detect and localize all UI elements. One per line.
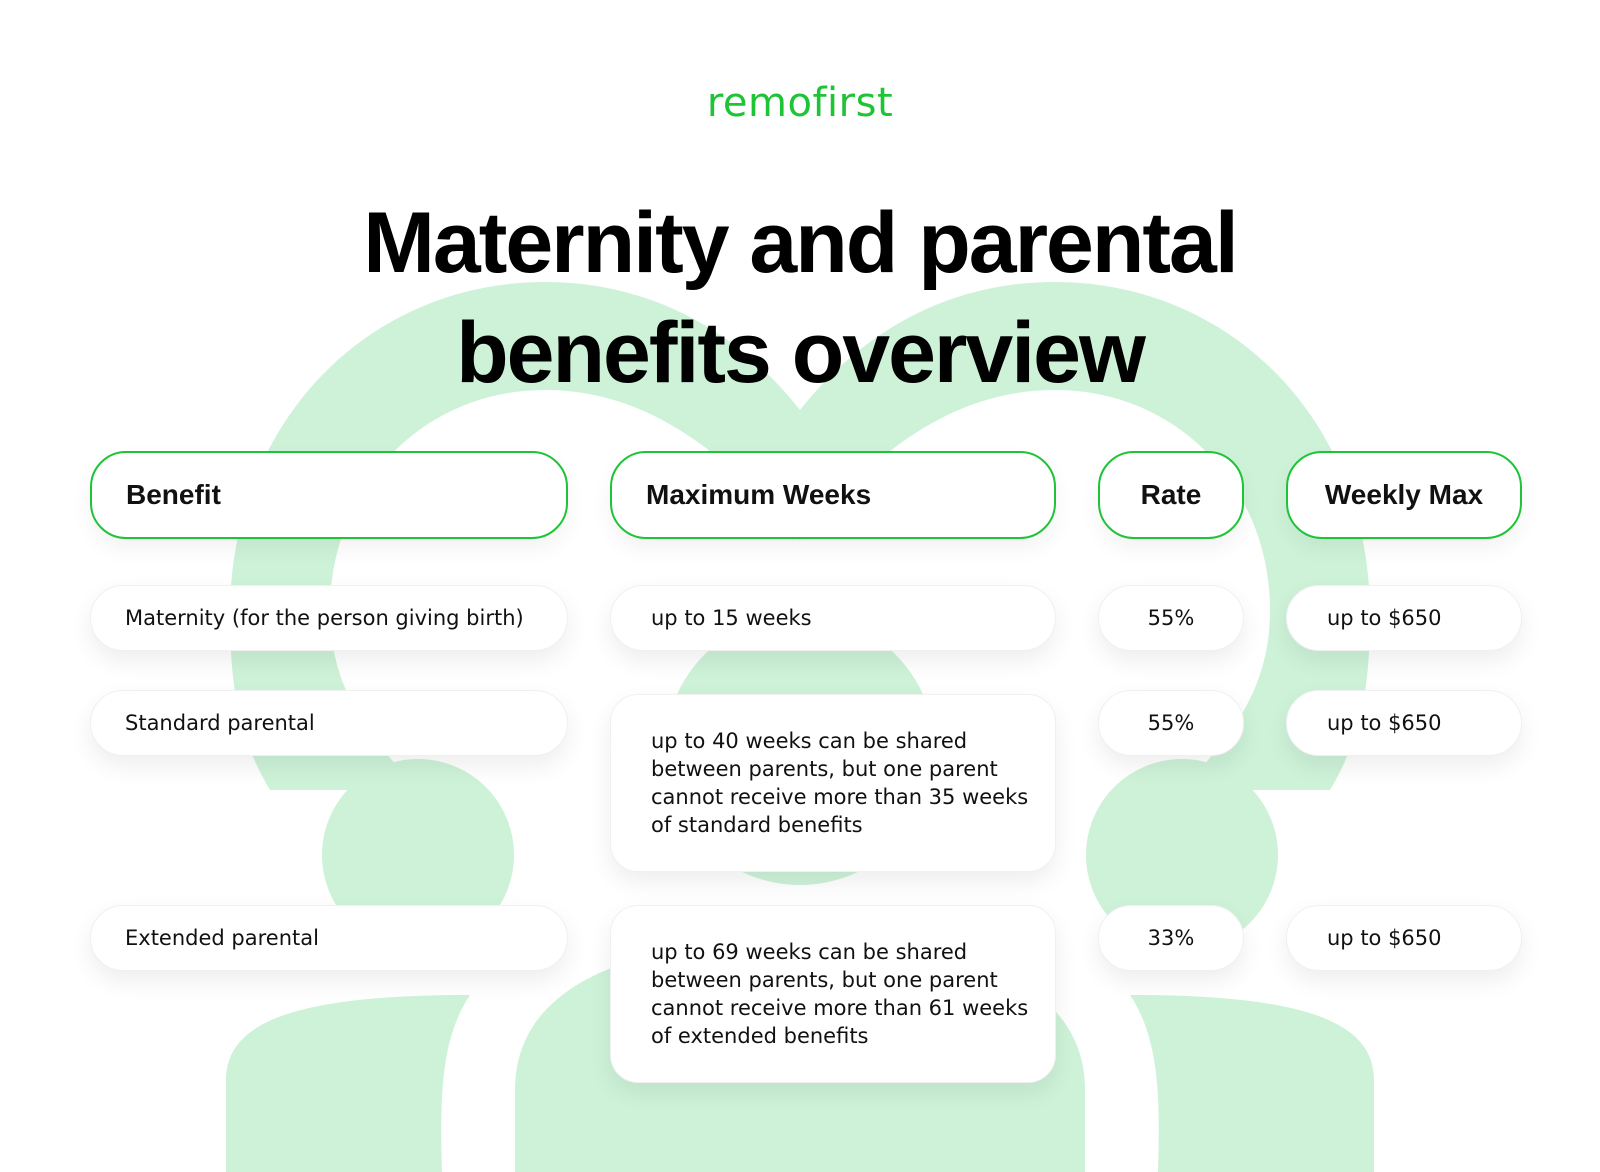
- page-title: Maternity and parental benefits overview: [0, 188, 1600, 408]
- row3-weekly-max: up to $650: [1286, 905, 1522, 971]
- row2-benefit: Standard parental: [90, 690, 568, 756]
- row2-weekly-max: up to $650: [1286, 690, 1522, 756]
- header-rate: Rate: [1098, 451, 1244, 539]
- header-weekly-max: Weekly Max: [1286, 451, 1522, 539]
- row2-rate: 55%: [1098, 690, 1244, 756]
- header-benefit: Benefit: [90, 451, 568, 539]
- page-title-line1: Maternity and parental: [363, 195, 1239, 291]
- row2-max-weeks: up to 40 weeks can be shared between par…: [610, 694, 1056, 872]
- row3-benefit: Extended parental: [90, 905, 568, 971]
- left-person-head-icon: [322, 759, 514, 951]
- row1-benefit: Maternity (for the person giving birth): [90, 585, 568, 651]
- right-person-body-icon: [1130, 995, 1374, 1172]
- row3-max-weeks: up to 69 weeks can be shared between par…: [610, 905, 1056, 1083]
- row1-rate: 55%: [1098, 585, 1244, 651]
- header-maximum-weeks: Maximum Weeks: [610, 451, 1056, 539]
- right-person-head-icon: [1086, 759, 1278, 951]
- remofirst-logo: remofirst: [706, 80, 894, 126]
- row3-rate: 33%: [1098, 905, 1244, 971]
- row1-max-weeks: up to 15 weeks: [610, 585, 1056, 651]
- left-person-body-icon: [226, 995, 470, 1172]
- row1-weekly-max: up to $650: [1286, 585, 1522, 651]
- page-title-line2: benefits overview: [456, 305, 1146, 401]
